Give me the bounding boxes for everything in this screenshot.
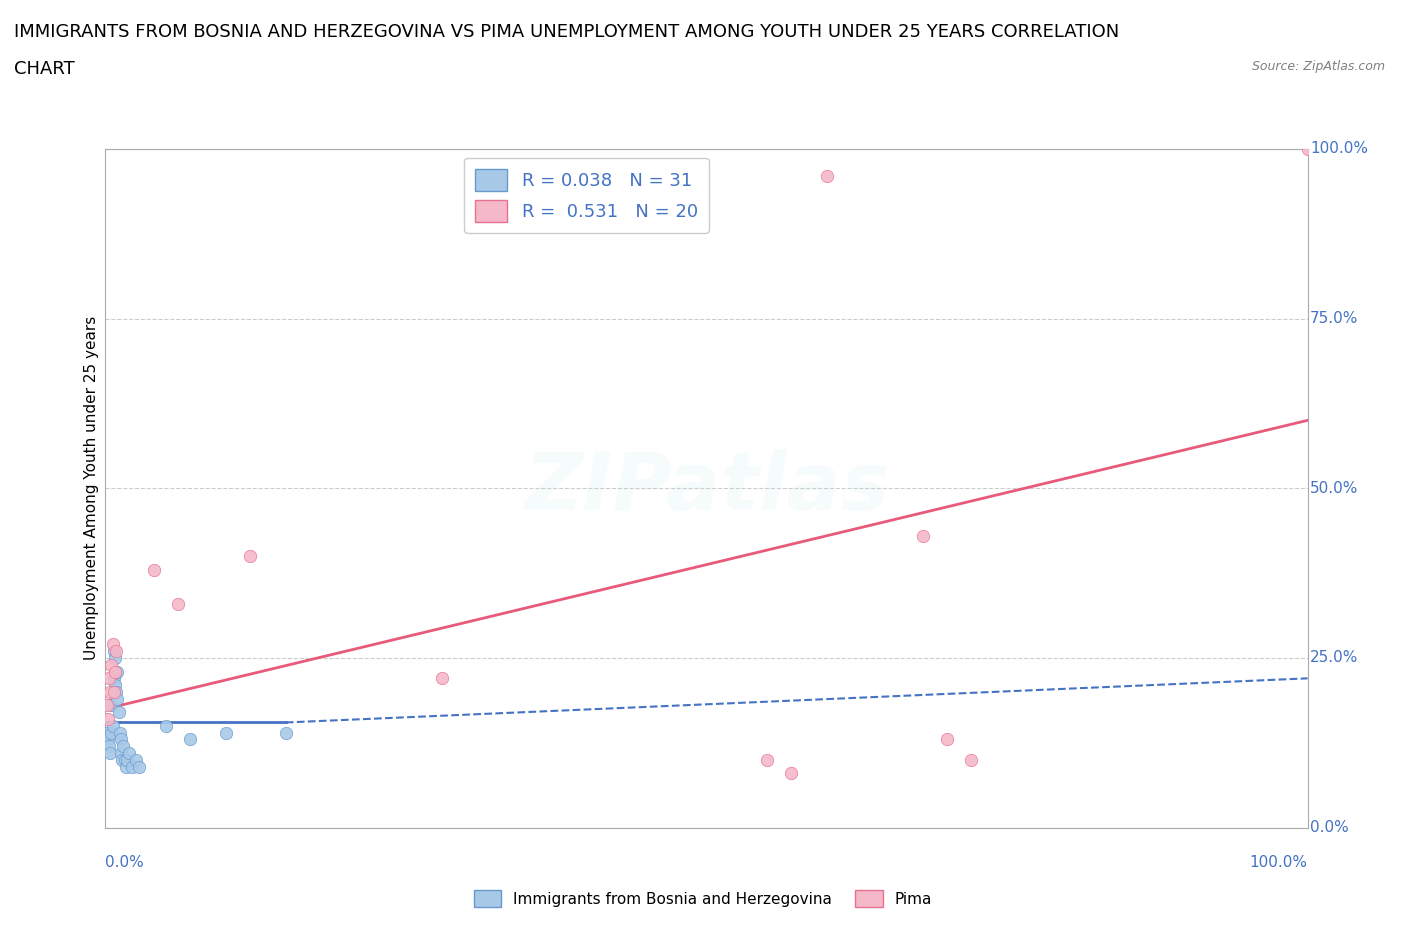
Point (110, 746, 132, 761)
Point (108, 725, 131, 740)
Point (100, 725, 122, 740)
Point (103, 644, 125, 658)
Text: Source: ZipAtlas.com: Source: ZipAtlas.com (1251, 60, 1385, 73)
Point (155, 718, 177, 733)
Point (98, 746, 121, 761)
Point (103, 671, 125, 685)
Point (104, 678, 127, 693)
Text: CHART: CHART (14, 60, 75, 78)
Point (121, 759, 143, 774)
Point (100, 658, 122, 672)
Point (911, 528, 934, 543)
Text: 0.0%: 0.0% (105, 855, 145, 870)
Point (274, 725, 297, 740)
Point (755, 752, 778, 767)
Text: IMMIGRANTS FROM BOSNIA AND HERZEGOVINA VS PIMA UNEMPLOYMENT AMONG YOUTH UNDER 25: IMMIGRANTS FROM BOSNIA AND HERZEGOVINA V… (14, 23, 1119, 41)
Point (430, 671, 453, 685)
Point (115, 752, 138, 767)
Point (936, 732, 959, 747)
Y-axis label: Unemployment Among Youth under 25 years: Unemployment Among Youth under 25 years (83, 316, 98, 660)
Point (179, 732, 201, 747)
Point (105, 684, 128, 699)
Text: 0.0%: 0.0% (1310, 820, 1348, 835)
Point (105, 644, 128, 658)
Point (97, 732, 120, 747)
Point (239, 549, 262, 564)
Point (96, 725, 118, 740)
Legend: R = 0.038   N = 31, R =  0.531   N = 20: R = 0.038 N = 31, R = 0.531 N = 20 (464, 158, 709, 232)
Point (96, 698, 118, 713)
Legend: Immigrants from Bosnia and Herzegovina, Pima: Immigrants from Bosnia and Herzegovina, … (468, 884, 938, 913)
Point (98, 738, 121, 753)
Point (815, 168, 838, 183)
Point (142, 563, 165, 578)
Point (166, 596, 188, 611)
Point (100, 698, 122, 713)
Point (114, 752, 136, 767)
Point (101, 718, 124, 733)
Text: 50.0%: 50.0% (1310, 481, 1358, 496)
Point (98, 671, 121, 685)
Point (107, 705, 129, 720)
Point (115, 759, 138, 774)
Point (111, 752, 134, 767)
Text: ZIPatlas: ZIPatlas (524, 449, 889, 527)
Point (107, 664, 129, 679)
Text: 100.0%: 100.0% (1310, 141, 1368, 156)
Point (960, 752, 983, 767)
Point (1296, 141, 1319, 156)
Point (128, 759, 150, 774)
Point (98, 684, 121, 699)
Point (104, 651, 127, 666)
Point (110, 732, 132, 747)
Point (103, 684, 125, 699)
Point (112, 738, 135, 753)
Point (118, 746, 141, 761)
Point (214, 725, 236, 740)
Point (97, 711, 120, 726)
Point (101, 637, 124, 652)
Text: 100.0%: 100.0% (1250, 855, 1308, 870)
Text: 25.0%: 25.0% (1310, 650, 1358, 666)
Point (107, 691, 129, 706)
Point (104, 664, 127, 679)
Point (779, 766, 801, 781)
Text: 75.0%: 75.0% (1310, 311, 1358, 326)
Point (124, 752, 146, 767)
